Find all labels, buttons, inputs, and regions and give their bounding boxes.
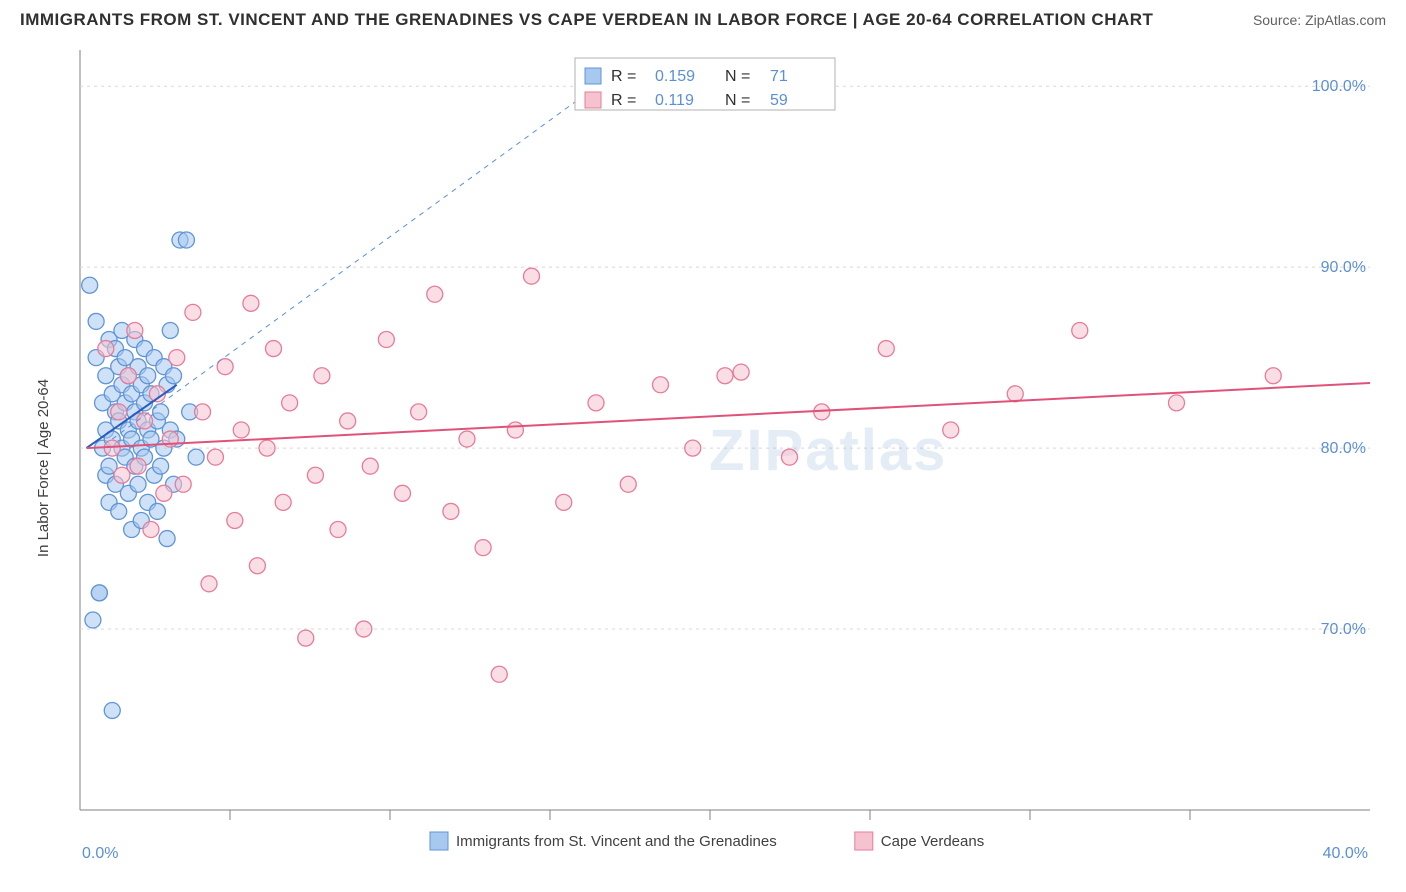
chart-container: 70.0%80.0%90.0%100.0%0.0%40.0%In Labor F…: [20, 30, 1386, 850]
chart-source: Source: ZipAtlas.com: [1253, 12, 1386, 28]
svg-text:ZIPatlas: ZIPatlas: [709, 418, 947, 483]
svg-text:N =: N =: [725, 68, 750, 85]
svg-text:0.119: 0.119: [655, 92, 694, 109]
svg-text:71: 71: [770, 68, 788, 85]
svg-text:59: 59: [770, 92, 788, 109]
svg-text:80.0%: 80.0%: [1321, 440, 1366, 457]
svg-text:90.0%: 90.0%: [1321, 259, 1366, 276]
svg-text:Immigrants from St. Vincent an: Immigrants from St. Vincent and the Gren…: [456, 833, 777, 850]
svg-text:70.0%: 70.0%: [1321, 621, 1366, 638]
svg-text:R =: R =: [611, 92, 636, 109]
svg-text:In Labor Force | Age 20-64: In Labor Force | Age 20-64: [35, 379, 52, 557]
svg-text:0.159: 0.159: [655, 68, 695, 85]
svg-text:40.0%: 40.0%: [1323, 845, 1368, 862]
chart-title: IMMIGRANTS FROM ST. VINCENT AND THE GREN…: [20, 10, 1153, 30]
svg-text:Cape Verdeans: Cape Verdeans: [881, 833, 984, 850]
chart-svg: 70.0% 80.0% 90.0% 100.0% 0.0% 40.0% In Labor F…: [20, 30, 1386, 870]
svg-text:N =: N =: [725, 92, 750, 109]
svg-text:0.0%: 0.0%: [82, 845, 118, 862]
svg-text:100.0%: 100.0%: [1312, 78, 1366, 95]
svg-text:R =: R =: [611, 68, 636, 85]
